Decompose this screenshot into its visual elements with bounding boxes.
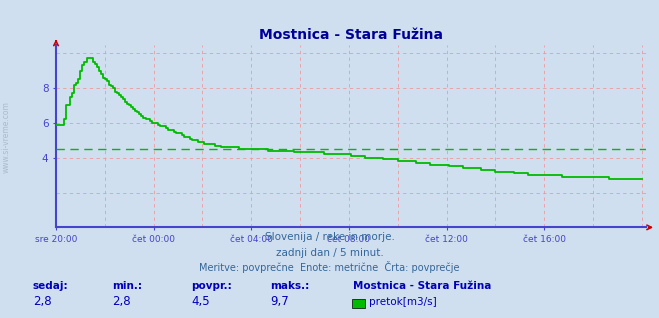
Text: Mostnica - Stara Fužina: Mostnica - Stara Fužina	[353, 281, 491, 291]
Text: Slovenija / reke in morje.: Slovenija / reke in morje.	[264, 232, 395, 242]
Text: zadnji dan / 5 minut.: zadnji dan / 5 minut.	[275, 248, 384, 258]
Text: 4,5: 4,5	[191, 295, 210, 308]
Text: www.si-vreme.com: www.si-vreme.com	[2, 101, 11, 173]
Text: sedaj:: sedaj:	[33, 281, 69, 291]
Text: 2,8: 2,8	[33, 295, 51, 308]
Text: pretok[m3/s]: pretok[m3/s]	[369, 297, 437, 307]
Text: maks.:: maks.:	[270, 281, 310, 291]
Text: povpr.:: povpr.:	[191, 281, 232, 291]
Text: 9,7: 9,7	[270, 295, 289, 308]
Text: min.:: min.:	[112, 281, 142, 291]
Title: Mostnica - Stara Fužina: Mostnica - Stara Fužina	[259, 28, 443, 42]
Text: 2,8: 2,8	[112, 295, 130, 308]
Text: Meritve: povprečne  Enote: metrične  Črta: povprečje: Meritve: povprečne Enote: metrične Črta:…	[199, 261, 460, 273]
